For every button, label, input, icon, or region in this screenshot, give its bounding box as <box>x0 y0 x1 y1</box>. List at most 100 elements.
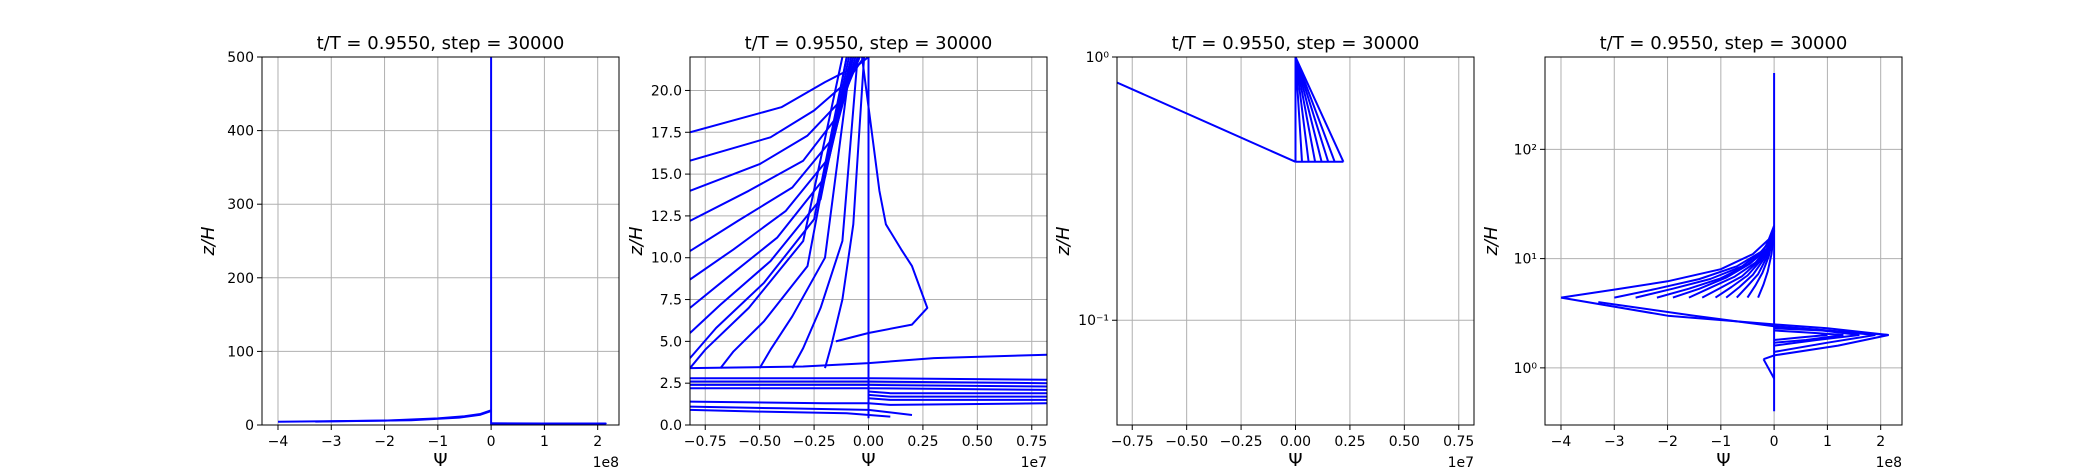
chart-title: t/T = 0.9550, step = 30000 <box>1172 33 1420 54</box>
series-group <box>690 57 1047 419</box>
y-tick-label: 200 <box>227 271 254 287</box>
series-group <box>277 57 607 425</box>
x-tick-label: −0.75 <box>684 434 727 450</box>
subplot-3: −0.75 −0.50 −0.25 0.00 0.25 0.50 0.75 10⁻¹ 10⁰ t/… <box>1053 33 1475 471</box>
series-line <box>1774 327 1860 336</box>
series-line <box>1294 57 1310 162</box>
y-tick-label: 500 <box>227 50 254 66</box>
x-offset-label: 1e8 <box>593 455 619 471</box>
y-tick-label: 300 <box>227 197 254 213</box>
x-tick-label: −3 <box>321 434 342 450</box>
subplot-4: −4 −3 −2 −1 0 1 2 10⁰ 10¹ 10² t/T = 0.9550, step =… <box>1481 33 1903 471</box>
x-tick-label: −2 <box>374 434 395 450</box>
x-axis-label: Ψ <box>861 450 875 471</box>
series-line <box>690 57 844 369</box>
series-line <box>690 377 1047 381</box>
x-tick-label: 0.75 <box>1443 434 1474 450</box>
x-axis-label: Ψ <box>1716 450 1730 471</box>
series-line <box>868 390 1047 395</box>
y-tick-label: 2.5 <box>660 376 682 392</box>
series-line <box>791 57 859 369</box>
x-tick-label: 2 <box>1876 434 1885 450</box>
series-line <box>1560 296 1889 336</box>
y-tick-label: 10⁻¹ <box>1078 313 1109 329</box>
series-line <box>1294 57 1303 162</box>
x-tick-label: −1 <box>1711 434 1732 450</box>
y-tick-label: 12.5 <box>651 209 682 225</box>
y-tick-label: 400 <box>227 124 254 140</box>
chart-title: t/T = 0.9550, step = 30000 <box>1600 33 1848 54</box>
series-line <box>690 405 913 416</box>
x-tick-label: −3 <box>1604 434 1625 450</box>
subplot-2: −0.75 −0.50 −0.25 0.00 0.25 0.50 0.75 0.0 2.5 5.0… <box>626 33 1048 471</box>
x-tick-label: −0.75 <box>1111 434 1154 450</box>
x-tick-label: 0.00 <box>1280 434 1311 450</box>
series-line <box>1774 334 1828 341</box>
series-line <box>690 408 891 418</box>
x-tick-label: 1 <box>1823 434 1832 450</box>
series-line <box>1763 334 1889 361</box>
series-line <box>1635 230 1775 299</box>
x-tick-label: 0.25 <box>907 434 938 450</box>
x-tick-label: −2 <box>1657 434 1678 450</box>
x-offset-label: 1e7 <box>1448 455 1474 471</box>
chart-title: t/T = 0.9550, step = 30000 <box>317 33 565 54</box>
series-line <box>1294 57 1317 162</box>
x-tick-label: 0.50 <box>1389 434 1420 450</box>
x-tick-label: −0.50 <box>738 434 781 450</box>
y-tick-label: 15.0 <box>651 167 682 183</box>
series-group <box>1117 57 1345 163</box>
x-tick-label: −0.50 <box>1165 434 1208 450</box>
series-line <box>1746 230 1776 299</box>
series-line <box>719 57 848 369</box>
series-line <box>690 383 1047 388</box>
y-axis-label: z/H <box>198 226 219 257</box>
y-axis-label: z/H <box>626 226 647 257</box>
y-tick-label: 10.0 <box>651 251 682 267</box>
x-axis-label: Ψ <box>433 450 447 471</box>
series-line <box>690 57 850 334</box>
y-tick-label: 100 <box>227 344 254 360</box>
x-tick-label: 2 <box>593 434 602 450</box>
series-line <box>868 397 1047 401</box>
series-line <box>690 380 1047 385</box>
x-tick-label: −4 <box>268 434 289 450</box>
x-tick-label: 0.00 <box>853 434 884 450</box>
y-tick-label: 0 <box>245 418 254 434</box>
axes-frame <box>1544 56 1903 426</box>
series-line <box>1757 230 1776 298</box>
series-group <box>1560 73 1889 412</box>
series-line <box>868 393 1047 398</box>
y-tick-label: 10¹ <box>1514 252 1537 268</box>
series-line <box>1294 57 1323 163</box>
x-tick-label: 0 <box>1770 434 1779 450</box>
subplot-1: −4 −3 −2 −1 0 1 2 0 100 200 300 400 500 t/T = 0.9550,… <box>198 33 620 471</box>
x-offset-label: 1e7 <box>1021 455 1047 471</box>
series-line <box>690 57 848 359</box>
series-line <box>1294 57 1345 163</box>
x-tick-label: 0.50 <box>962 434 993 450</box>
x-tick-label: 0.25 <box>1334 434 1365 450</box>
series-line <box>1762 358 1775 379</box>
series-line <box>835 57 929 343</box>
y-tick-label: 10⁰ <box>1514 361 1538 377</box>
series-line <box>1774 334 1844 344</box>
series-line <box>690 387 1047 391</box>
series-line <box>1672 230 1776 299</box>
x-tick-label: −1 <box>428 434 449 450</box>
y-tick-label: 5.0 <box>660 334 682 350</box>
x-tick-label: −0.25 <box>793 434 836 450</box>
series-line <box>824 57 866 369</box>
series-line <box>1117 81 1296 163</box>
y-tick-label: 10⁰ <box>1086 50 1110 66</box>
y-tick-label: 20.0 <box>651 83 682 99</box>
y-tick-label: 0.0 <box>660 418 682 434</box>
x-tick-label: −4 <box>1551 434 1572 450</box>
y-tick-label: 17.5 <box>651 125 682 141</box>
y-axis-label: z/H <box>1481 226 1502 257</box>
series-line <box>1773 334 1860 347</box>
series-line <box>315 410 492 423</box>
chart-title: t/T = 0.9550, step = 30000 <box>745 33 993 54</box>
y-tick-label: 10² <box>1514 142 1537 158</box>
